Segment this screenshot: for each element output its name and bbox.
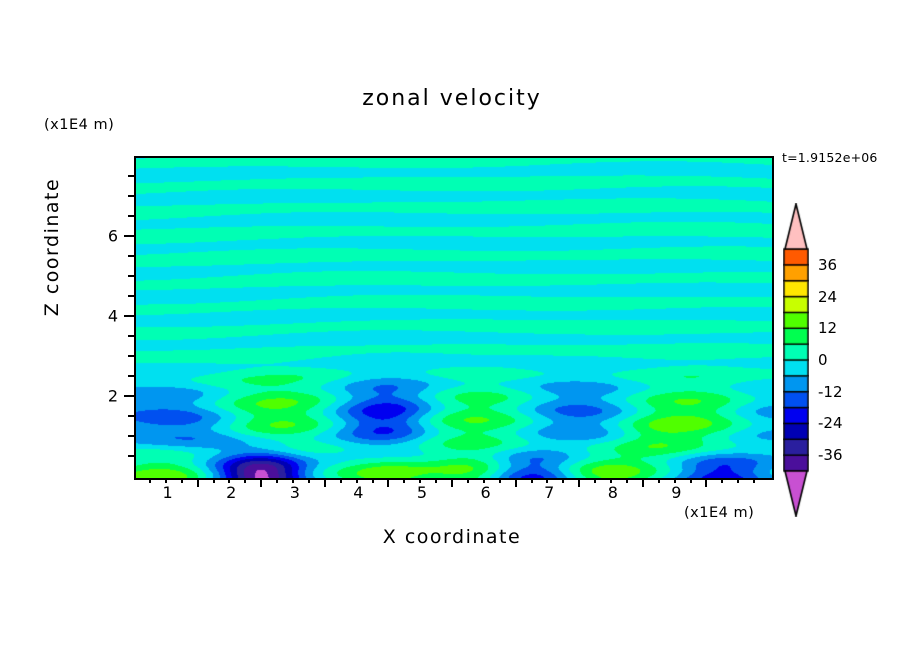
x-tick-minor	[371, 478, 374, 483]
x-tick-minor	[339, 478, 342, 483]
colorbar-tick-label: -36	[818, 446, 843, 465]
x-tick-minor	[737, 478, 740, 483]
x-axis-title: X coordinate	[382, 526, 522, 548]
y-tick-minor	[128, 295, 134, 297]
x-tick-minor	[610, 478, 612, 483]
time-annotation: t=1.9152e+06	[782, 150, 878, 165]
x-tick-label: 5	[416, 483, 428, 502]
colorbar-tick-label: 36	[818, 255, 838, 274]
x-tick-minor	[625, 478, 628, 483]
colorbar-tick-label: 24	[818, 287, 838, 306]
y-tick-label: 2	[107, 386, 118, 406]
x-tick-label: 9	[671, 483, 682, 502]
contour-field-canvas	[136, 158, 772, 478]
x-tick-major	[451, 478, 453, 487]
x-tick-minor	[498, 478, 501, 483]
x-tick-label: 7	[544, 483, 555, 502]
x-tick-label: 6	[480, 483, 491, 502]
page-title: zonal velocity	[362, 86, 542, 111]
y-tick-minor	[128, 275, 134, 277]
x-tick-major	[578, 478, 581, 487]
y-tick-label: 4	[107, 306, 118, 326]
y-tick-minor	[128, 195, 134, 197]
y-tick-major	[124, 235, 134, 237]
x-tick-minor	[292, 478, 294, 483]
colorbar-canvas	[783, 203, 809, 517]
x-tick-major	[514, 478, 517, 487]
x-tick-minor	[466, 478, 469, 483]
y-tick-minor	[128, 175, 134, 177]
x-tick-label: 2	[226, 483, 237, 502]
x-tick-minor	[276, 478, 279, 483]
y-tick-major	[124, 395, 134, 397]
y-tick-minor	[128, 435, 134, 437]
x-tick-minor	[307, 478, 310, 483]
x-tick-minor	[212, 478, 215, 483]
x-tick-minor	[657, 478, 660, 483]
y-tick-label: 6	[107, 226, 118, 246]
colorbar-tick-label: 12	[818, 319, 838, 338]
contour-plot-area	[134, 156, 774, 480]
x-tick-minor	[148, 478, 151, 483]
x-tick-minor	[562, 478, 565, 483]
x-tick-major	[196, 478, 199, 487]
x-tick-major	[323, 478, 326, 487]
y-tick-major	[124, 315, 134, 317]
x-tick-major	[260, 478, 263, 487]
x-tick-minor	[546, 478, 549, 483]
x-tick-major	[641, 478, 644, 487]
x-tick-minor	[689, 478, 692, 483]
x-tick-label: 3	[289, 483, 300, 502]
x-tick-minor	[355, 478, 358, 483]
colorbar-tick-label: 0	[818, 351, 828, 369]
colorbar-tick-label: -24	[818, 414, 843, 433]
x-tick-minor	[594, 478, 597, 483]
x-tick-label: 8	[607, 483, 618, 502]
x-tick-minor	[419, 478, 422, 483]
colorbar-tick-label: -12	[818, 382, 843, 401]
x-tick-minor	[753, 478, 756, 483]
colorbar	[783, 203, 809, 517]
x-tick-minor	[164, 478, 167, 483]
x-tick-major	[705, 478, 708, 487]
y-tick-minor	[128, 215, 134, 217]
x-axis-unit-label: (x1E4 m)	[684, 505, 755, 521]
x-tick-minor	[180, 478, 183, 483]
x-tick-minor	[673, 478, 676, 483]
y-tick-minor	[128, 455, 134, 457]
x-tick-label: 1	[162, 483, 173, 502]
y-tick-minor	[128, 415, 134, 417]
y-axis-unit-label: (x1E4 m)	[44, 117, 115, 133]
x-tick-minor	[403, 478, 406, 483]
x-tick-minor	[435, 478, 438, 483]
y-tick-minor	[128, 355, 134, 357]
x-tick-major	[387, 478, 390, 487]
y-tick-minor	[128, 255, 134, 257]
x-tick-minor	[244, 478, 247, 483]
x-tick-minor	[228, 478, 231, 483]
x-tick-label: 4	[353, 483, 364, 502]
y-axis-title: Z coordinate	[41, 177, 63, 317]
y-tick-minor	[128, 335, 134, 337]
x-tick-minor	[530, 478, 533, 483]
x-tick-minor	[721, 478, 724, 483]
y-tick-minor	[128, 375, 134, 377]
x-tick-minor	[482, 478, 485, 483]
